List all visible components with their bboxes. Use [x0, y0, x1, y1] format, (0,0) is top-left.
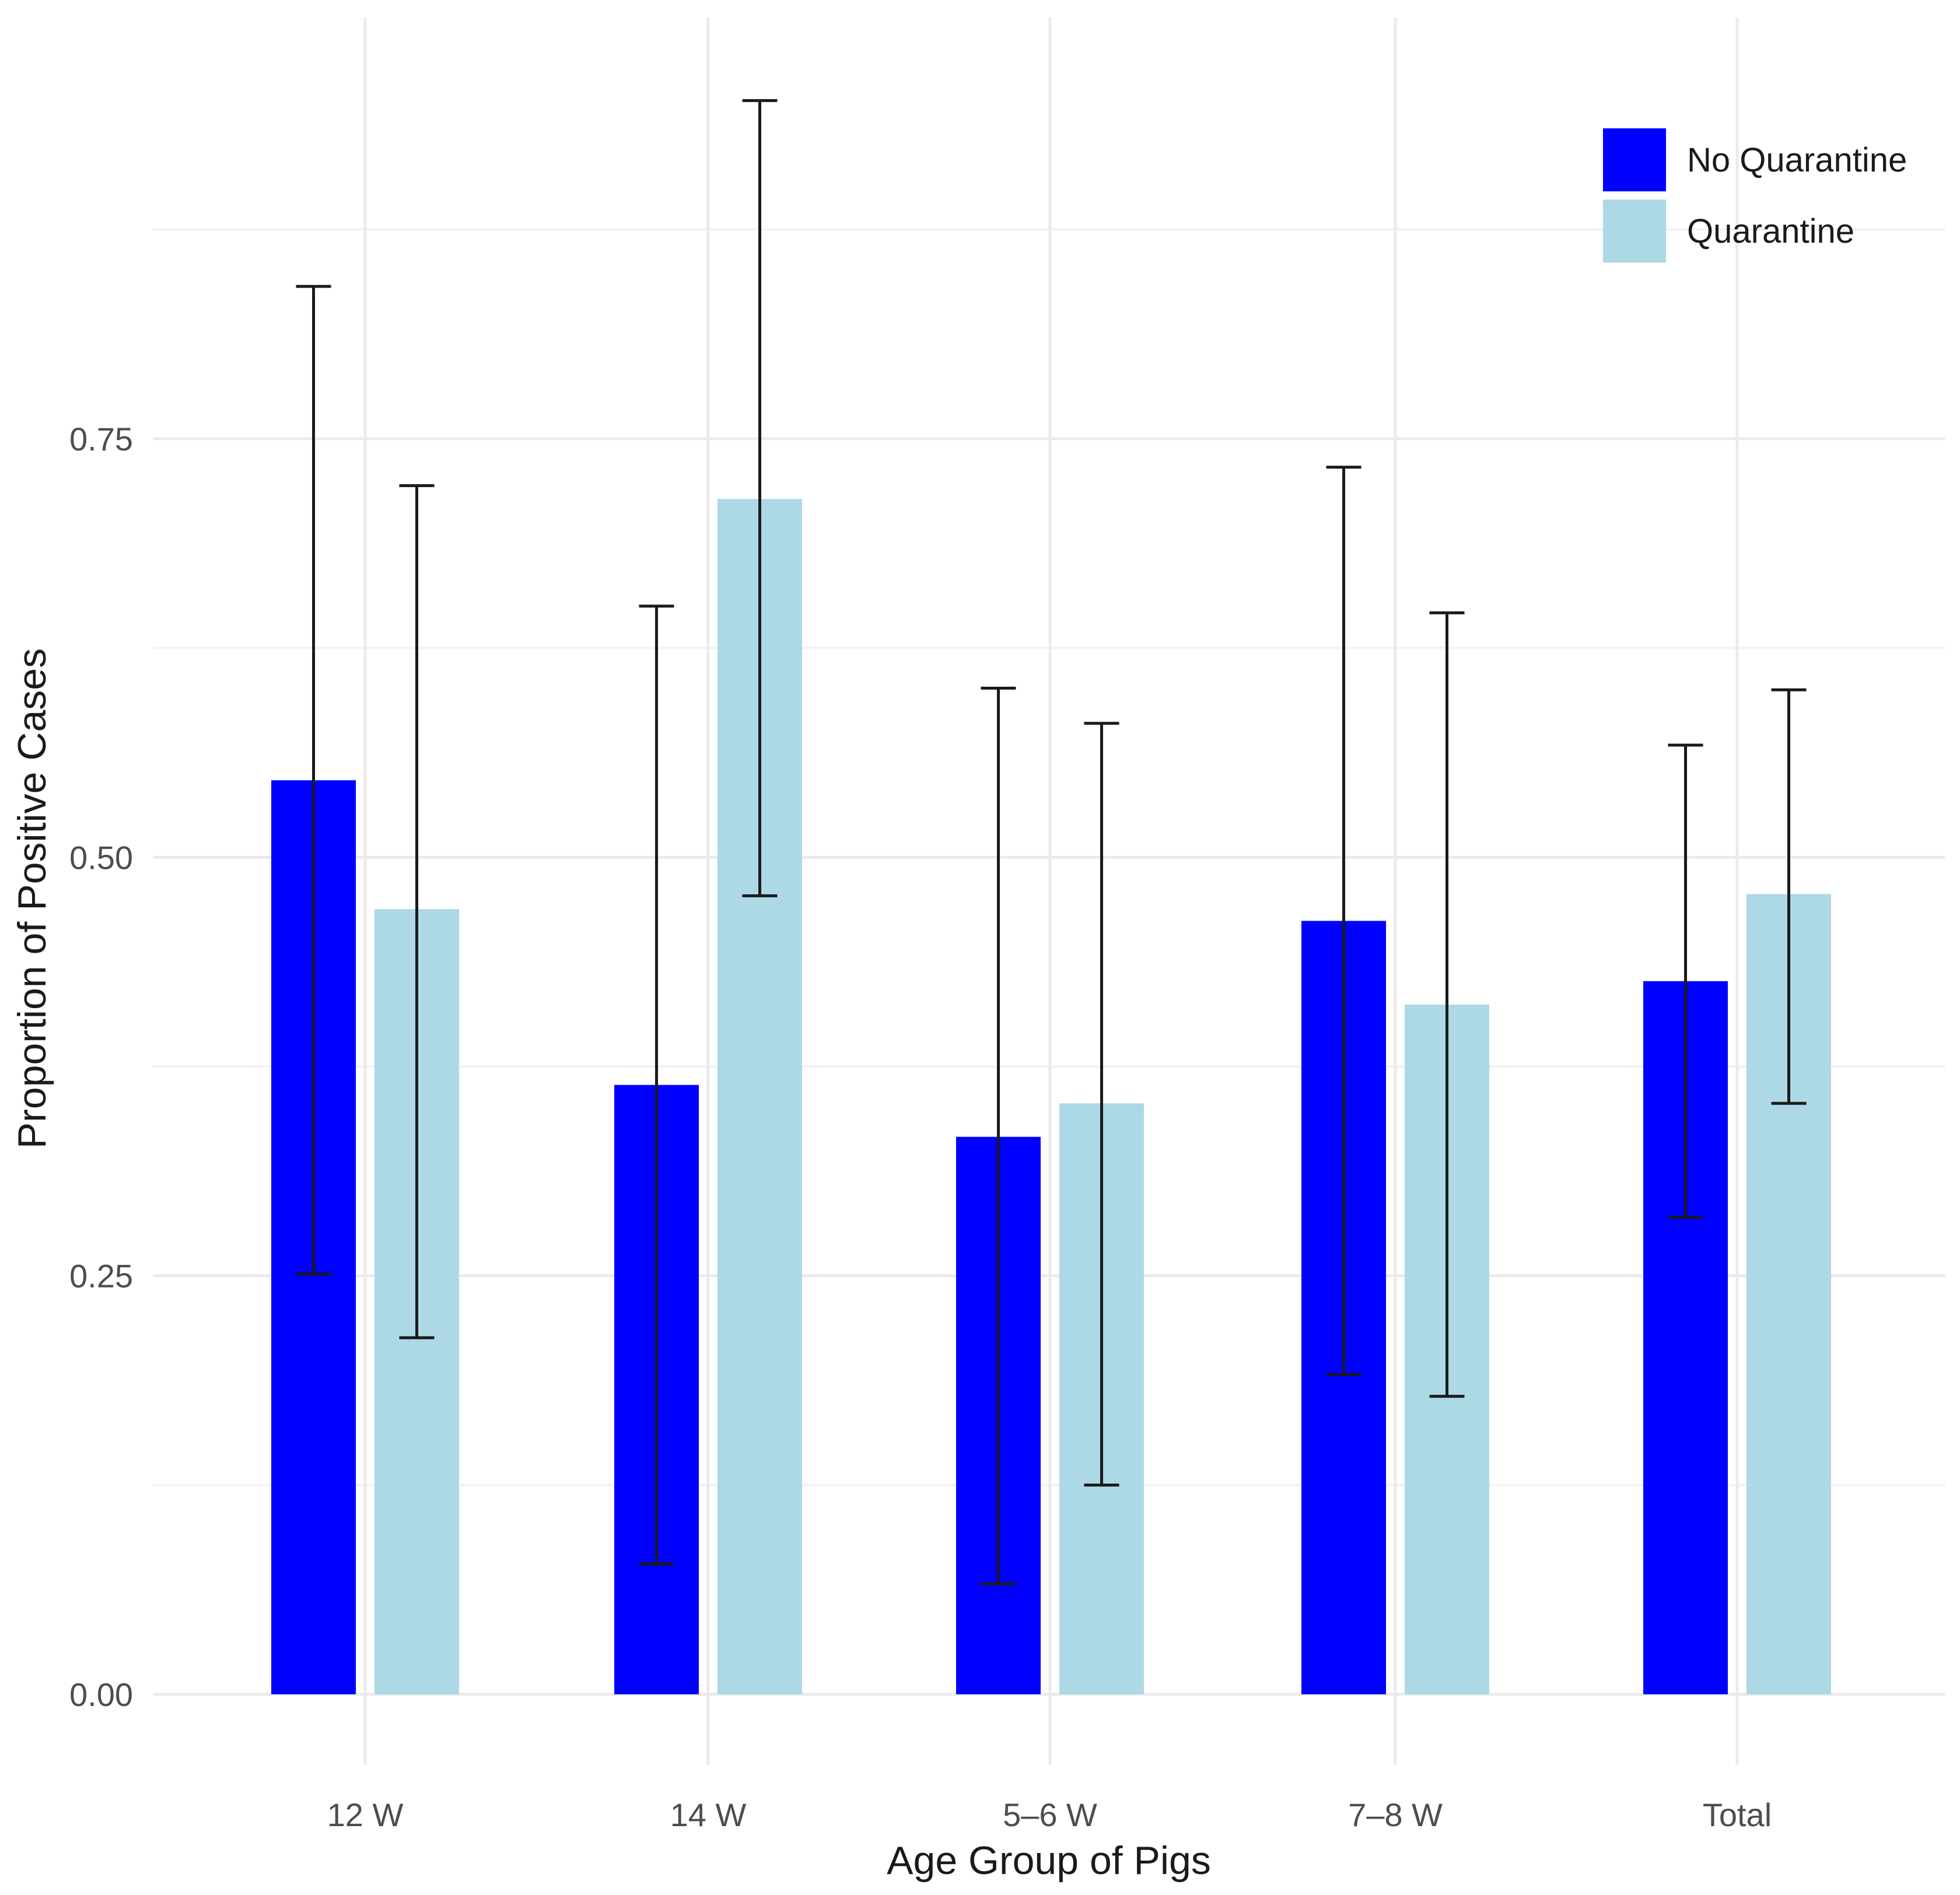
x-axis-title: Age Group of Pigs	[887, 1838, 1211, 1883]
legend-label: Quarantine	[1687, 212, 1854, 250]
y-axis-title: Proportion of Positive Cases	[10, 648, 54, 1149]
error-bar	[981, 687, 1016, 1586]
error-bar	[639, 604, 674, 1565]
error-bar	[1771, 688, 1807, 1105]
x-tick-label: 14 W	[670, 1796, 747, 1833]
legend: No Quarantine Quarantine	[1603, 128, 1907, 263]
y-tick-label: 0.50	[69, 839, 133, 876]
error-bar	[296, 285, 331, 1276]
legend-key	[1603, 128, 1666, 191]
x-tick-label: Total	[1703, 1796, 1772, 1833]
error-bar	[1326, 466, 1362, 1376]
error-bar	[742, 99, 778, 897]
error-bar	[1084, 722, 1119, 1487]
error-bar	[1668, 743, 1703, 1219]
legend-key	[1603, 200, 1666, 263]
error-bars	[296, 99, 1807, 1586]
error-bar	[1429, 611, 1465, 1398]
y-axis-ticks: 0.00 0.25 0.50 0.75	[69, 421, 133, 1713]
bars	[271, 499, 1831, 1695]
x-tick-label: 12 W	[327, 1796, 404, 1833]
error-bar	[399, 484, 435, 1340]
y-tick-label: 0.25	[69, 1258, 133, 1295]
y-tick-label: 0.00	[69, 1676, 133, 1713]
x-tick-label: 7–8 W	[1348, 1796, 1443, 1833]
legend-label: No Quarantine	[1687, 141, 1907, 179]
x-tick-label: 5–6 W	[1003, 1796, 1097, 1833]
y-tick-label: 0.75	[69, 421, 133, 457]
x-axis-ticks: 12 W 14 W 5–6 W 7–8 W Total	[327, 1796, 1772, 1833]
